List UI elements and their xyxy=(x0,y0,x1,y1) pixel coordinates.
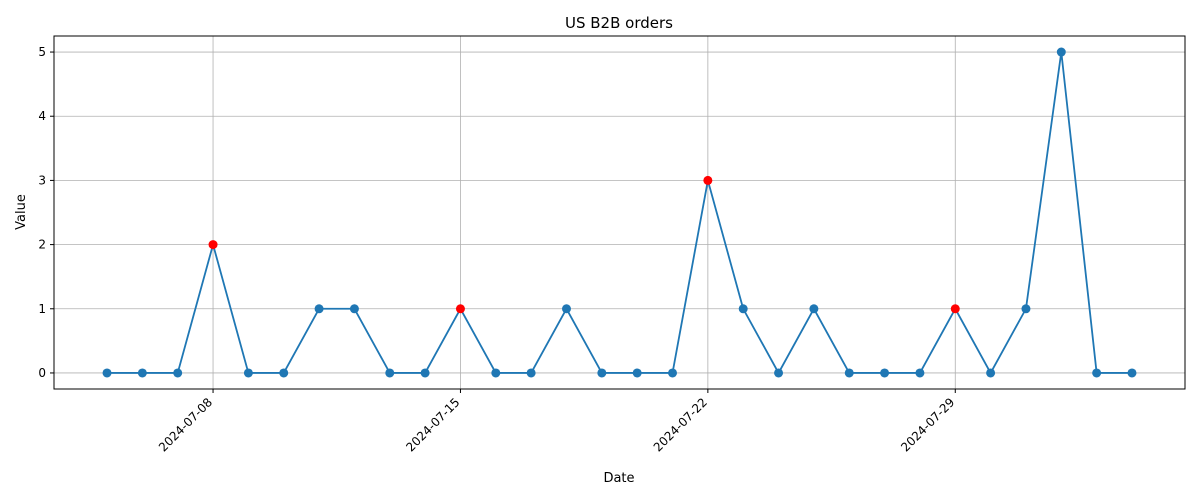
data-point xyxy=(880,368,890,378)
highlighted-data-point xyxy=(703,175,713,185)
data-point xyxy=(774,368,784,378)
data-point xyxy=(385,368,395,378)
data-point xyxy=(349,304,359,314)
y-tick-label: 5 xyxy=(38,45,46,59)
chart-title: US B2B orders xyxy=(565,14,673,32)
x-tick-label: 2024-07-29 xyxy=(898,395,957,454)
data-point xyxy=(632,368,642,378)
data-point xyxy=(137,368,147,378)
y-tick-label: 0 xyxy=(38,366,46,380)
y-tick-label: 4 xyxy=(38,109,46,123)
x-axis-ticks: 2024-07-08 2024-07-15 2024-07-22 2024-07-29 xyxy=(156,389,957,454)
x-tick-label: 2024-07-08 xyxy=(156,395,215,454)
highlighted-data-point xyxy=(208,240,218,250)
data-point xyxy=(844,368,854,378)
data-point xyxy=(1127,368,1137,378)
data-point xyxy=(986,368,996,378)
grid-lines xyxy=(54,36,1185,389)
highlighted-data-point xyxy=(455,304,465,314)
data-point xyxy=(314,304,324,314)
data-point xyxy=(526,368,536,378)
x-tick-label: 2024-07-15 xyxy=(403,395,462,454)
y-axis-label: Value xyxy=(14,194,29,230)
data-point xyxy=(173,368,183,378)
data-point xyxy=(491,368,501,378)
data-point xyxy=(1056,47,1066,57)
data-point xyxy=(102,368,112,378)
data-point xyxy=(915,368,925,378)
data-point xyxy=(809,304,819,314)
data-point xyxy=(597,368,607,378)
y-tick-label: 1 xyxy=(38,302,46,316)
data-point xyxy=(420,368,430,378)
data-point xyxy=(668,368,678,378)
y-axis-ticks: 0 1 2 3 4 5 xyxy=(38,45,54,380)
x-axis-label: Date xyxy=(603,471,634,486)
y-tick-label: 2 xyxy=(38,238,46,252)
data-points xyxy=(102,47,1137,378)
data-point xyxy=(279,368,289,378)
data-point xyxy=(561,304,571,314)
data-point xyxy=(243,368,253,378)
data-point xyxy=(738,304,748,314)
series-line xyxy=(107,51,1132,375)
x-tick-label: 2024-07-22 xyxy=(651,395,710,454)
plot-frame xyxy=(53,35,1186,390)
series-line-group xyxy=(107,51,1132,375)
data-point xyxy=(1021,304,1031,314)
highlighted-data-point xyxy=(950,304,960,314)
data-point xyxy=(1092,368,1102,378)
y-tick-label: 3 xyxy=(38,173,46,187)
